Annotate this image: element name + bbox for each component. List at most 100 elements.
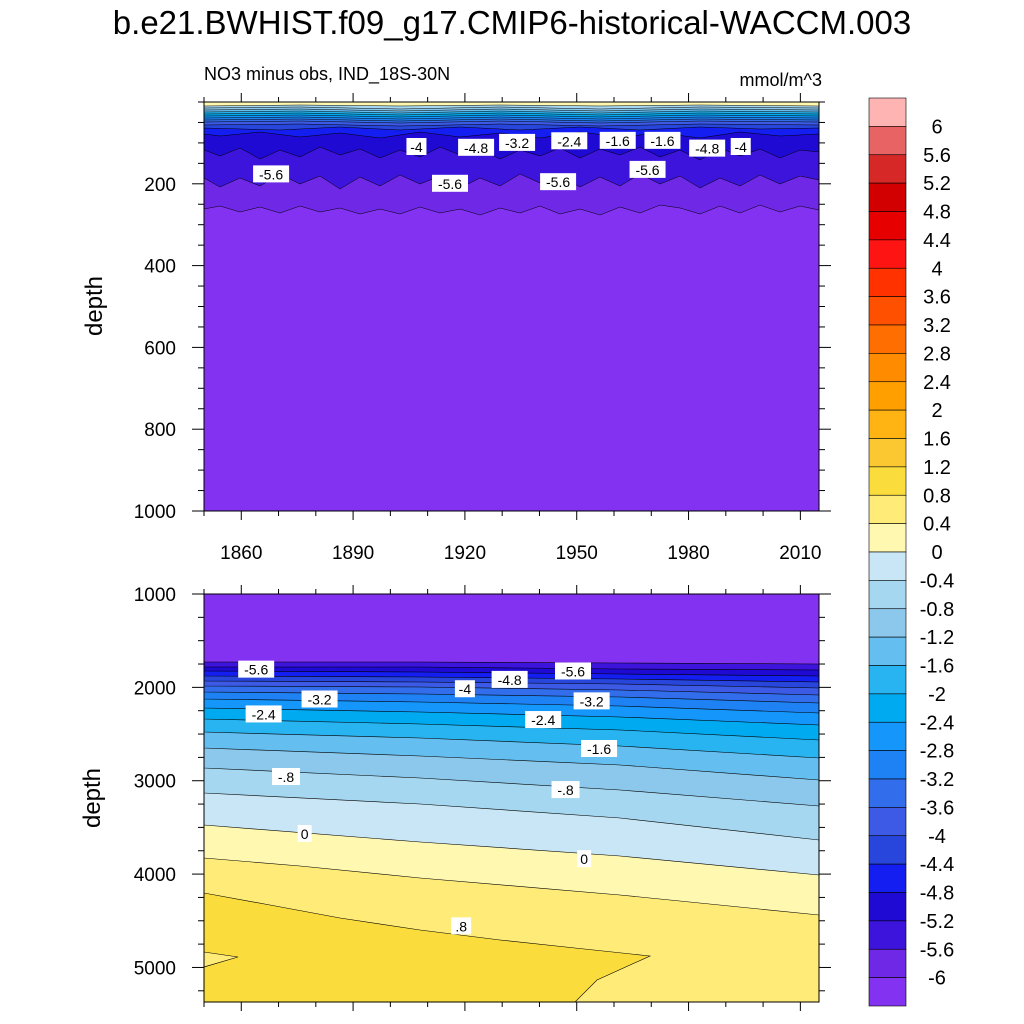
colorbar-swatch xyxy=(868,693,907,723)
colorbar-level-label: -1.2 xyxy=(920,627,954,649)
contour-label-box xyxy=(573,692,610,710)
colorbar-level-label: 2.8 xyxy=(923,343,951,365)
upper-y-axis-label: depth xyxy=(81,276,108,336)
colorbar-swatch xyxy=(868,551,907,581)
lower-contour-labels: -5.6 -3.2 -2.4 -4 -4.8 -5.6 -3.2 -2.4 -1.6 -.8 -.8… xyxy=(238,660,618,935)
contour-label-text: -2.4 xyxy=(252,706,276,722)
colorbar-swatch xyxy=(868,324,907,354)
contour-label-box xyxy=(644,131,681,149)
contour-label-box xyxy=(432,174,468,192)
contour-label-text: -4.8 xyxy=(464,140,488,156)
contour-label-text: 0 xyxy=(301,826,309,842)
colorbar-swatch xyxy=(868,608,907,638)
colorbar-level-label: 2 xyxy=(931,400,942,422)
colorbar-swatch xyxy=(868,977,907,1007)
contour-label: -5.6 xyxy=(253,165,290,183)
colorbar-level-label: -2.4 xyxy=(920,712,954,734)
colorbar-swatch xyxy=(868,182,907,212)
upper-axis-ticks: 1860 1890 1920 1950 1980 2010 200 400 600 800 1000 xyxy=(134,93,831,564)
colorbar-level-label: 1.2 xyxy=(923,457,951,479)
colorbar-swatch xyxy=(868,353,907,383)
lower-y-axis-label: depth xyxy=(79,768,106,828)
colorbar-swatch xyxy=(868,211,907,241)
colorbar-swatch xyxy=(868,438,907,468)
colorbar: 6 5.6 5.2 4.8 4.4 4 3.6 3.2 2.8 2.4 2 1.6 1.2 0.8 0.4 0… xyxy=(868,97,954,1007)
contour-label-text: -1.6 xyxy=(606,133,630,149)
contour-label: -2.4 xyxy=(245,705,282,723)
colorbar-level-label: 3.6 xyxy=(923,287,951,309)
contour-label: -4.8 xyxy=(491,670,528,688)
colorbar-swatch xyxy=(868,267,907,297)
contour-label-box xyxy=(499,133,536,151)
chart-subtitle: NO3 minus obs, IND_18S-30N xyxy=(204,64,451,84)
contour-label-box xyxy=(599,131,636,149)
upper-contour-labels: -5.6 -4 -4.8 -3.2 -2.4 -1.6 -1.6 -4.8 -4 -5.6 -5.6… xyxy=(253,131,751,192)
colorbar-level-label: -1.6 xyxy=(920,656,954,678)
contour-label-box xyxy=(629,160,666,178)
colorbar-level-label: 6 xyxy=(931,116,942,138)
contour-label-text: -4.8 xyxy=(498,672,522,688)
contour-label-box xyxy=(454,680,475,698)
colorbar-swatch xyxy=(868,494,907,524)
colorbar-swatch xyxy=(868,239,907,269)
y-tick-label: 5000 xyxy=(134,958,176,979)
contour-label-text: -.8 xyxy=(278,769,295,785)
colorbar-swatch xyxy=(868,665,907,695)
contour-label-text: -4.8 xyxy=(695,141,719,157)
colorbar-level-label: 1.6 xyxy=(923,429,951,451)
contour-label: -3.2 xyxy=(499,133,536,151)
upper-contour-fill xyxy=(204,102,819,511)
colorbar-swatch xyxy=(868,721,907,751)
y-tick-label: 4000 xyxy=(134,865,176,886)
contour-label-box xyxy=(238,660,275,678)
contour-label-text: -3.2 xyxy=(307,692,331,708)
colorbar-swatch xyxy=(868,466,907,496)
colorbar-level-label: -4.4 xyxy=(920,854,954,876)
contour-label-text: -5.6 xyxy=(561,663,585,679)
upper-panel: 1860 1890 1920 1950 1980 2010 200 400 600 800 1000… xyxy=(81,93,831,564)
contour-label-text: -5.6 xyxy=(546,174,570,190)
colorbar-swatch xyxy=(868,409,907,439)
colorbar-swatch xyxy=(868,835,907,865)
colorbar-level-label: -4 xyxy=(928,826,946,848)
contour-label-box xyxy=(272,767,300,785)
contour-label-box xyxy=(577,850,592,868)
contour-label: -1.6 xyxy=(599,131,636,149)
colorbar-level-label: 0.4 xyxy=(923,514,951,536)
contour-label-text: .8 xyxy=(455,918,467,934)
lower-contour-fill xyxy=(204,594,819,1002)
contour-label-box xyxy=(451,917,472,935)
contour-label: -5.6 xyxy=(629,160,666,178)
contour-label: -3.2 xyxy=(301,690,338,708)
colorbar-swatch xyxy=(868,807,907,837)
y-tick-label: 1000 xyxy=(134,585,176,606)
x-tick-label: 1890 xyxy=(332,543,374,564)
colorbar-level-label: -2 xyxy=(928,684,946,706)
colorbar-level-label: 4.4 xyxy=(923,230,951,252)
colorbar-swatch xyxy=(868,778,907,808)
x-tick-label: 2010 xyxy=(779,543,821,564)
x-tick-label: 1860 xyxy=(220,543,262,564)
x-tick-label: 1980 xyxy=(667,543,709,564)
contour-label-box xyxy=(458,138,495,156)
contour-label-text: -2.4 xyxy=(531,712,555,728)
colorbar-swatch xyxy=(868,948,907,978)
colorbar-swatch xyxy=(868,97,907,127)
colorbar-level-label: -5.2 xyxy=(920,911,954,933)
contour-label: -.8 xyxy=(551,781,580,799)
contour-label-box xyxy=(730,137,751,155)
colorbar-swatch xyxy=(868,636,907,666)
contour-label: -5.6 xyxy=(540,173,577,191)
colorbar-level-label: 2.4 xyxy=(923,372,951,394)
colorbar-level-label: -2.8 xyxy=(920,741,954,763)
y-tick-label: 3000 xyxy=(134,772,176,793)
contour-label: .8 xyxy=(451,917,472,935)
contour-label-text: -5.6 xyxy=(438,176,462,192)
contour-label: -5.6 xyxy=(238,660,275,678)
units-label: mmol/m^3 xyxy=(739,70,822,90)
contour-label: -4 xyxy=(406,137,427,155)
colorbar-level-label: 5.6 xyxy=(923,145,951,167)
colorbar-swatch xyxy=(868,381,907,411)
contour-label-box xyxy=(555,662,591,680)
